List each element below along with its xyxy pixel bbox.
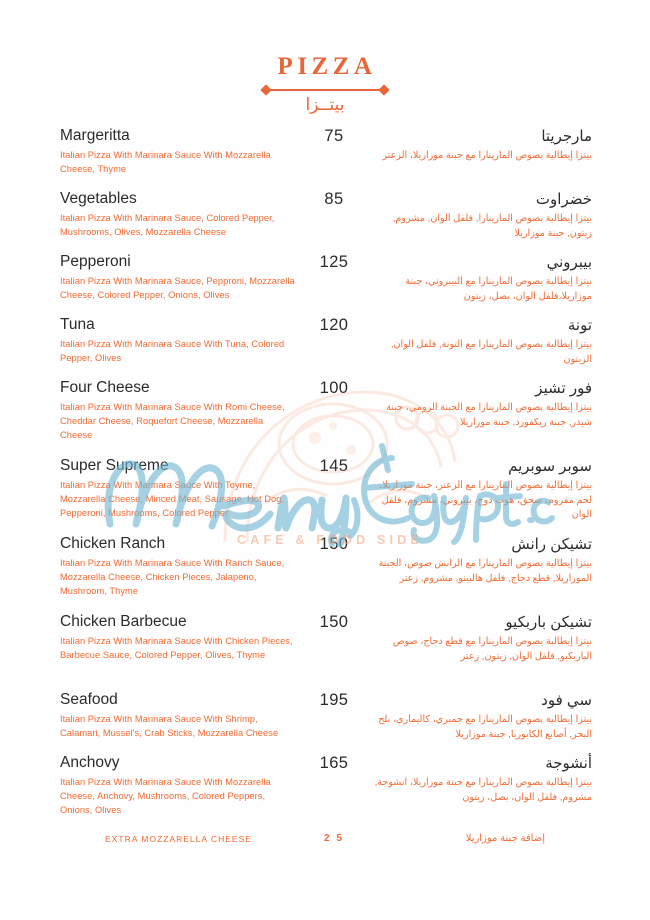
item-name-ar: فور تشيز	[535, 380, 592, 397]
item-name-en: Seafood	[60, 691, 118, 708]
item-price: 150	[319, 613, 349, 631]
section-title-ar: بيتــزا	[305, 95, 345, 114]
header-divider	[260, 84, 390, 96]
item-price: 75	[324, 127, 344, 145]
item-name-ar: تشيكن باربكيو	[505, 614, 592, 631]
menu-item-row[interactable]: Four Cheese Italian Pizza With Marinara …	[0, 378, 650, 455]
item-desc-en: Italian Pizza With Marinara Sauce, Peppr…	[60, 275, 295, 300]
menu-footer: EXTRA MOZZARELLA CHEESE 2 5 إضافة جبنة م…	[0, 833, 650, 844]
section-title-en: PIZZA	[277, 53, 377, 80]
menu-item-row[interactable]: Tuna Italian Pizza With Marinara Sauce W…	[0, 315, 650, 377]
item-desc-ar: بيتزا إيطالية بصوص المارينارا, فلفل الوا…	[392, 213, 592, 239]
item-desc-ar: بيتزا إيطالية بصوص المارينارا مع الرانش …	[378, 558, 592, 584]
divider-line	[267, 89, 383, 91]
item-name-en: Pepperoni	[60, 253, 131, 270]
item-desc-ar: بيتزا إيطالية بصوص المارينارا مع قطع دجا…	[392, 636, 592, 662]
item-desc-en: Italian Pizza With Marinara Sauce With R…	[60, 401, 285, 440]
item-desc-ar: بيتزا إيطالية بصوص المارينارا مع التونة,…	[390, 339, 592, 365]
item-price: 120	[319, 316, 349, 334]
divider-diamond-right-icon	[378, 84, 390, 96]
item-name-ar: بيبروني	[546, 254, 592, 271]
item-name-ar: سوبر سوبريم	[508, 458, 592, 475]
item-desc-en: Italian Pizza With Marinara Sauce With M…	[60, 149, 271, 174]
item-price: 145	[319, 457, 349, 475]
item-name-ar: مارجريتا	[541, 128, 592, 145]
item-desc-ar: بيتزا إيطالية بصوص المارينارا مع الجبنة …	[386, 402, 592, 428]
item-name-en: Vegetables	[60, 190, 137, 207]
menu-item-row[interactable]: Pepperoni Italian Pizza With Marinara Sa…	[0, 252, 650, 314]
menu-item-row[interactable]: Chicken Barbecue Italian Pizza With Mari…	[0, 612, 650, 689]
item-price: 195	[319, 691, 349, 709]
item-name-en: Chicken Barbecue	[60, 613, 187, 630]
section-header: PIZZA بيتــزا	[0, 54, 650, 115]
item-desc-ar: بيتزا إيطالية بصوص المارينارا مع الزعتر،…	[379, 480, 592, 521]
item-name-en: Chicken Ranch	[60, 535, 166, 552]
item-price: 165	[319, 754, 349, 772]
menu-item-row[interactable]: Seafood Italian Pizza With Marinara Sauc…	[0, 690, 650, 752]
item-desc-ar: بيتزا إيطالية بصوص المارينارا مع جبنة مو…	[374, 777, 592, 803]
item-name-ar: تشيكن رانش	[511, 536, 592, 553]
footer-label-en: EXTRA MOZZARELLA CHEESE	[105, 833, 252, 844]
menu-item-row[interactable]: Chicken Ranch Italian Pizza With Marinar…	[0, 534, 650, 611]
item-desc-en: Italian Pizza With Marinara Sauce With R…	[60, 557, 285, 596]
menu-item-row[interactable]: Vegetables Italian Pizza With Marinara S…	[0, 189, 650, 251]
footer-price: 2 5	[324, 833, 344, 844]
item-name-en: Anchovy	[60, 754, 120, 771]
footer-label-ar: إضافة جبنة موزاريلا	[465, 833, 545, 844]
item-name-en: Four Cheese	[60, 379, 150, 396]
item-desc-ar: بيتزا إيطالية بصوص المارينارا مع البيبرو…	[405, 276, 592, 302]
menu-item-row[interactable]: Anchovy Italian Pizza With Marinara Sauc…	[0, 753, 650, 830]
menu-item-row[interactable]: Super Supreme Italian Pizza With Marinar…	[0, 456, 650, 533]
menu-item-row[interactable]: Margeritta Italian Pizza With Marinara S…	[0, 126, 650, 188]
item-desc-en: Italian Pizza With Marinara Sauce With M…	[60, 776, 271, 815]
item-name-en: Tuna	[60, 316, 95, 333]
menu-item-list: Margeritta Italian Pizza With Marinara S…	[0, 126, 650, 831]
item-desc-en: Italian Pizza With Marinara Sauce With C…	[60, 635, 293, 660]
item-price: 100	[319, 379, 349, 397]
item-name-ar: أنشوجة	[545, 755, 592, 772]
item-price: 150	[319, 535, 349, 553]
item-price: 85	[324, 190, 344, 208]
item-desc-en: Italian Pizza With Marinara Sauce, Color…	[60, 212, 275, 237]
item-desc-en: Italian Pizza With Marinara Sauce With T…	[60, 338, 285, 363]
item-name-ar: خضراوت	[535, 191, 592, 208]
item-price: 125	[319, 253, 349, 271]
item-name-ar: تونة	[567, 317, 592, 334]
item-name-ar: سي فود	[541, 692, 592, 709]
item-desc-en: Italian Pizza With Marinara Sauce With T…	[60, 479, 285, 518]
item-desc-en: Italian Pizza With Marinara Sauce With S…	[60, 713, 279, 738]
item-desc-ar: بيتزا إيطالية بصوص المارينارا مع جمبري، …	[378, 714, 592, 740]
item-desc-ar: بيتزا إيطالية بصوص المارينارا مع جبنة مو…	[382, 150, 592, 161]
item-name-en: Margeritta	[60, 127, 130, 144]
item-name-en: Super Supreme	[60, 457, 169, 474]
